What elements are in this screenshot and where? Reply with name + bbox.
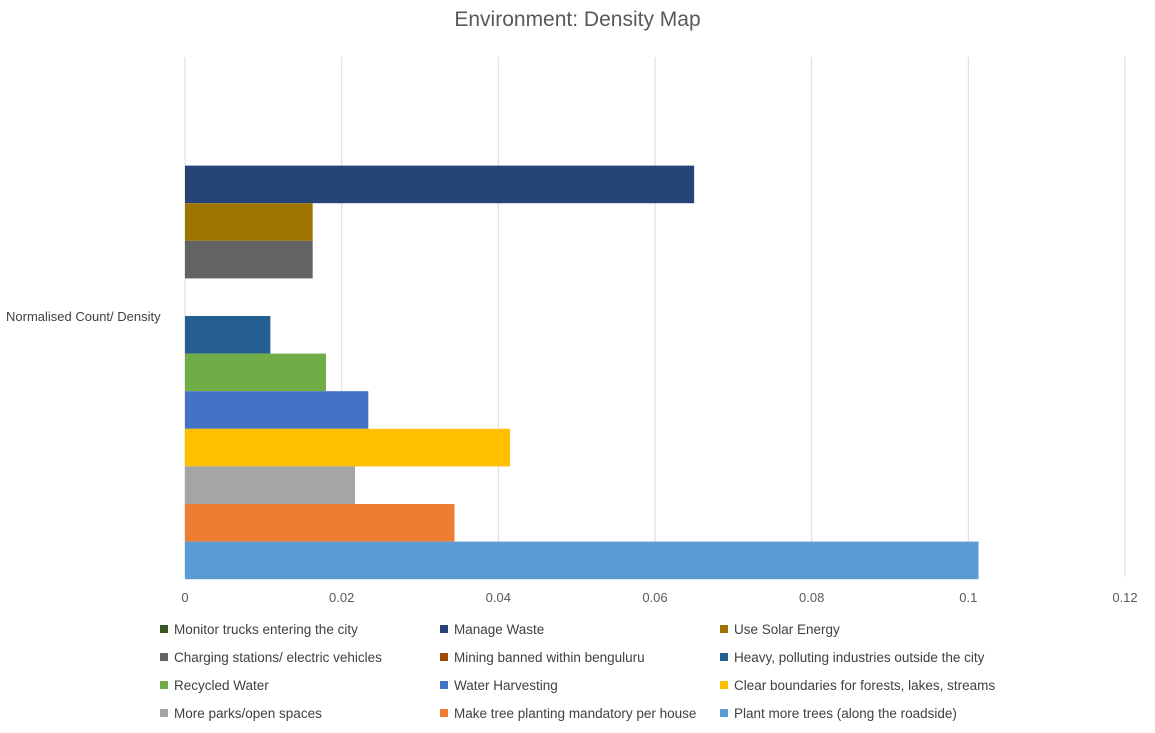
legend-label: Heavy, polluting industries outside the … — [734, 649, 985, 665]
legend-label: Manage Waste — [454, 621, 545, 637]
legend-swatch — [440, 709, 448, 717]
legend-label: Recycled Water — [174, 677, 269, 693]
bar-recycled-water — [185, 353, 326, 392]
legend-label: Make tree planting mandatory per house — [454, 705, 697, 721]
bar-heavy-polluting-industries-outside-the-city — [185, 316, 271, 354]
legend-swatch — [440, 625, 448, 633]
legend-item: Make tree planting mandatory per house — [440, 704, 720, 722]
legend-swatch — [440, 681, 448, 689]
legend-swatch — [720, 681, 728, 689]
legend-item: Charging stations/ electric vehicles — [160, 648, 440, 666]
legend-swatch — [160, 625, 168, 633]
legend-item: Recycled Water — [160, 676, 440, 694]
x-tick-label: 0.12 — [1112, 590, 1137, 605]
legend-item: More parks/open spaces — [160, 704, 440, 722]
legend-item: Heavy, polluting industries outside the … — [720, 648, 1040, 666]
bars — [185, 165, 979, 580]
legend-label: Charging stations/ electric vehicles — [174, 649, 382, 665]
legend: Monitor trucks entering the city Manage W… — [160, 620, 1040, 722]
legend-swatch — [160, 709, 168, 717]
category-axis-label: Normalised Count/ Density — [6, 309, 161, 324]
chart-plot-area: 0 0.02 0.04 0.06 0.08 0.1 0.12 — [181, 57, 1138, 605]
x-tick-label: 0.06 — [642, 590, 667, 605]
legend-swatch — [720, 653, 728, 661]
bar-plant-more-trees-along-the-roadside — [185, 541, 979, 580]
bar-charging-stations-electric-vehicles — [185, 240, 313, 279]
legend-label: Mining banned within benguluru — [454, 649, 645, 665]
bar-more-parks-open-spaces — [185, 466, 355, 504]
x-axis-ticks: 0 0.02 0.04 0.06 0.08 0.1 0.12 — [181, 590, 1137, 605]
legend-label: Clear boundaries for forests, lakes, str… — [734, 677, 996, 693]
legend-item: Water Harvesting — [440, 676, 720, 694]
legend-label: More parks/open spaces — [174, 705, 322, 721]
legend-item: Use Solar Energy — [720, 620, 1040, 638]
x-tick-label: 0.04 — [486, 590, 511, 605]
x-tick-label: 0 — [181, 590, 188, 605]
legend-item: Mining banned within benguluru — [440, 648, 720, 666]
legend-swatch — [440, 653, 448, 661]
legend-item: Manage Waste — [440, 620, 720, 638]
legend-item: Plant more trees (along the roadside) — [720, 704, 1040, 722]
bar-clear-boundaries-for-forests-lakes-streams — [185, 428, 511, 467]
legend-swatch — [160, 653, 168, 661]
legend-label: Use Solar Energy — [734, 621, 840, 637]
chart-title: Environment: Density Map — [454, 8, 701, 31]
legend-swatch — [720, 625, 728, 633]
legend-label: Water Harvesting — [454, 677, 558, 693]
legend-item: Monitor trucks entering the city — [160, 620, 440, 638]
x-tick-label: 0.1 — [959, 590, 977, 605]
legend-swatch — [720, 709, 728, 717]
bar-make-tree-planting-mandatory-per-house — [185, 504, 455, 542]
x-tick-label: 0.02 — [329, 590, 354, 605]
legend-label: Plant more trees (along the roadside) — [734, 705, 957, 721]
x-tick-label: 0.08 — [799, 590, 824, 605]
legend-swatch — [160, 681, 168, 689]
bar-use-solar-energy — [185, 203, 313, 241]
legend-item: Clear boundaries for forests, lakes, str… — [720, 676, 1040, 694]
bar-water-harvesting — [185, 391, 369, 429]
legend-label: Monitor trucks entering the city — [174, 621, 358, 637]
bar-manage-waste — [185, 165, 695, 204]
